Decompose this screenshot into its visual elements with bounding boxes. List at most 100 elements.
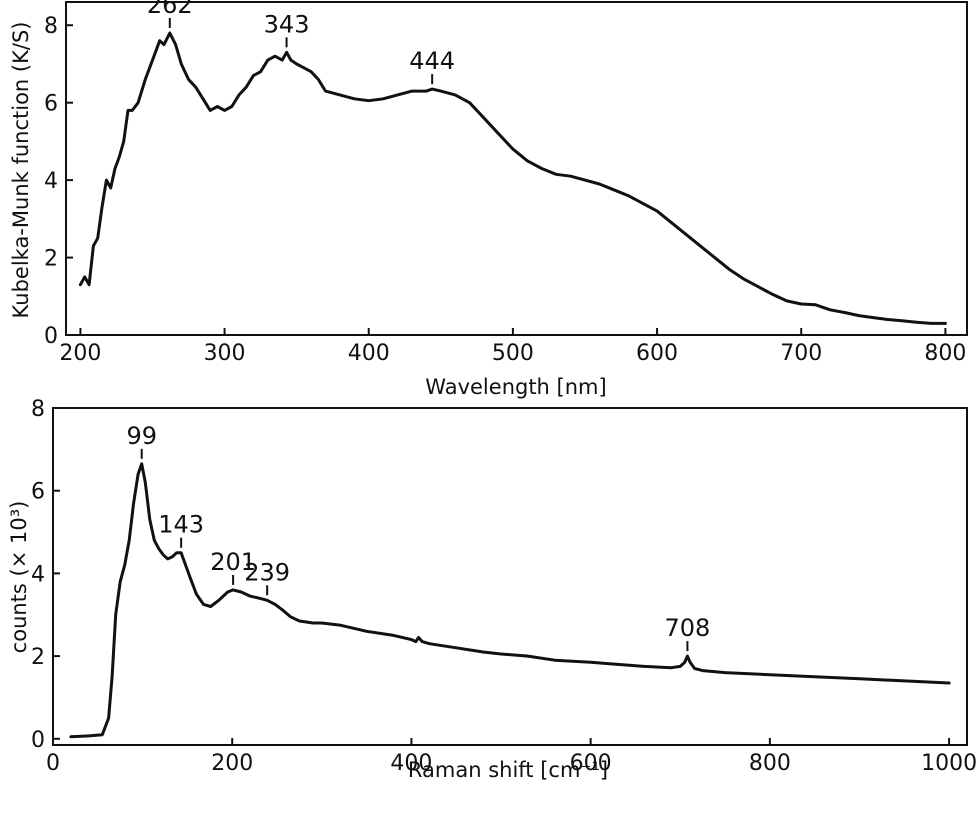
- data-point: [627, 195, 629, 197]
- y-axis-title: counts (× 10³): [7, 501, 31, 654]
- data-point: [195, 593, 197, 595]
- x-tick-label: 400: [348, 341, 390, 366]
- data-point: [948, 682, 950, 684]
- data-point: [133, 502, 135, 504]
- data-point: [282, 610, 284, 612]
- data-point: [431, 88, 433, 90]
- y-tick-label: 2: [44, 247, 58, 272]
- data-point: [570, 175, 572, 177]
- data-point: [70, 736, 72, 738]
- data-point: [141, 463, 143, 465]
- series-line: [78, 31, 947, 325]
- data-point: [339, 624, 341, 626]
- data-point: [555, 173, 557, 175]
- data-point: [317, 78, 319, 80]
- data-point: [296, 63, 298, 65]
- data-point: [312, 622, 314, 624]
- data-point: [613, 189, 615, 191]
- data-point: [598, 183, 600, 185]
- data-point: [418, 636, 420, 638]
- data-point: [686, 655, 688, 657]
- data-point: [415, 641, 417, 643]
- y-tick-label: 8: [44, 14, 58, 39]
- y-tick-label: 6: [31, 480, 45, 505]
- data-point: [298, 620, 300, 622]
- y-tick-label: 0: [44, 324, 58, 349]
- data-point: [469, 102, 471, 104]
- peak-label: 201: [210, 548, 256, 576]
- data-point: [175, 44, 177, 46]
- data-point: [267, 59, 269, 61]
- uv-vis-panel: 200 300 400 500 600 700 800 0 2 4 6 8 262 343 444 Wave…: [9, 0, 968, 399]
- data-point: [702, 670, 704, 672]
- data-point: [209, 109, 211, 111]
- data-point: [227, 591, 229, 593]
- data-point: [127, 109, 129, 111]
- data-point: [670, 222, 672, 224]
- x-tick-label: 700: [780, 341, 822, 366]
- data-point: [189, 577, 191, 579]
- data-point: [258, 597, 260, 599]
- data-point: [88, 735, 90, 737]
- data-point: [101, 206, 103, 208]
- data-point: [887, 319, 889, 321]
- series-line: [69, 462, 951, 739]
- x-tick-label: 800: [749, 751, 791, 776]
- data-point: [290, 59, 292, 61]
- data-point: [397, 94, 399, 96]
- data-point: [679, 665, 681, 667]
- data-point: [110, 187, 112, 189]
- y-tick-label: 4: [31, 562, 45, 587]
- data-point: [108, 717, 110, 719]
- data-point: [238, 94, 240, 96]
- data-point: [131, 109, 133, 111]
- data-point: [643, 665, 645, 667]
- data-point: [684, 661, 686, 663]
- peak-label: 262: [147, 0, 193, 19]
- data-point: [203, 603, 205, 605]
- data-point: [303, 67, 305, 69]
- data-point: [689, 661, 691, 663]
- data-point: [324, 90, 326, 92]
- data-point: [114, 168, 116, 169]
- data-point: [249, 595, 251, 597]
- data-point: [167, 558, 169, 560]
- data-point: [252, 75, 254, 77]
- data-point: [393, 634, 395, 636]
- data-point: [339, 94, 341, 96]
- plot-frame: [65, 1, 968, 336]
- data-point: [240, 591, 242, 593]
- plot-frame: [52, 407, 968, 746]
- data-point: [916, 321, 918, 323]
- data-point: [800, 303, 802, 305]
- data-point: [195, 86, 197, 88]
- data-point: [368, 100, 370, 102]
- data-point: [815, 304, 817, 306]
- data-point: [111, 676, 113, 678]
- data-point: [554, 659, 556, 661]
- data-point: [118, 156, 120, 158]
- plot-area: 200 300 400 500 600 700 800 0 2 4 6 8 262 343 444: [44, 0, 966, 366]
- data-point: [699, 245, 701, 247]
- data-point: [163, 44, 165, 46]
- x-axis-title: Wavelength [nm]: [425, 375, 606, 399]
- data-point: [84, 276, 86, 278]
- data-point: [714, 257, 716, 259]
- data-point: [930, 322, 932, 324]
- data-point: [119, 581, 121, 583]
- peak-label: 444: [409, 47, 455, 75]
- data-point: [231, 106, 233, 108]
- data-point: [584, 179, 586, 181]
- data-point: [786, 300, 788, 302]
- data-point: [202, 98, 204, 100]
- y-tick-label: 4: [44, 169, 58, 194]
- data-point: [512, 148, 514, 150]
- data-point: [526, 160, 528, 162]
- data-point: [656, 210, 658, 212]
- data-point: [500, 653, 502, 655]
- data-point: [428, 643, 430, 645]
- data-point: [137, 473, 139, 475]
- data-point: [440, 90, 442, 92]
